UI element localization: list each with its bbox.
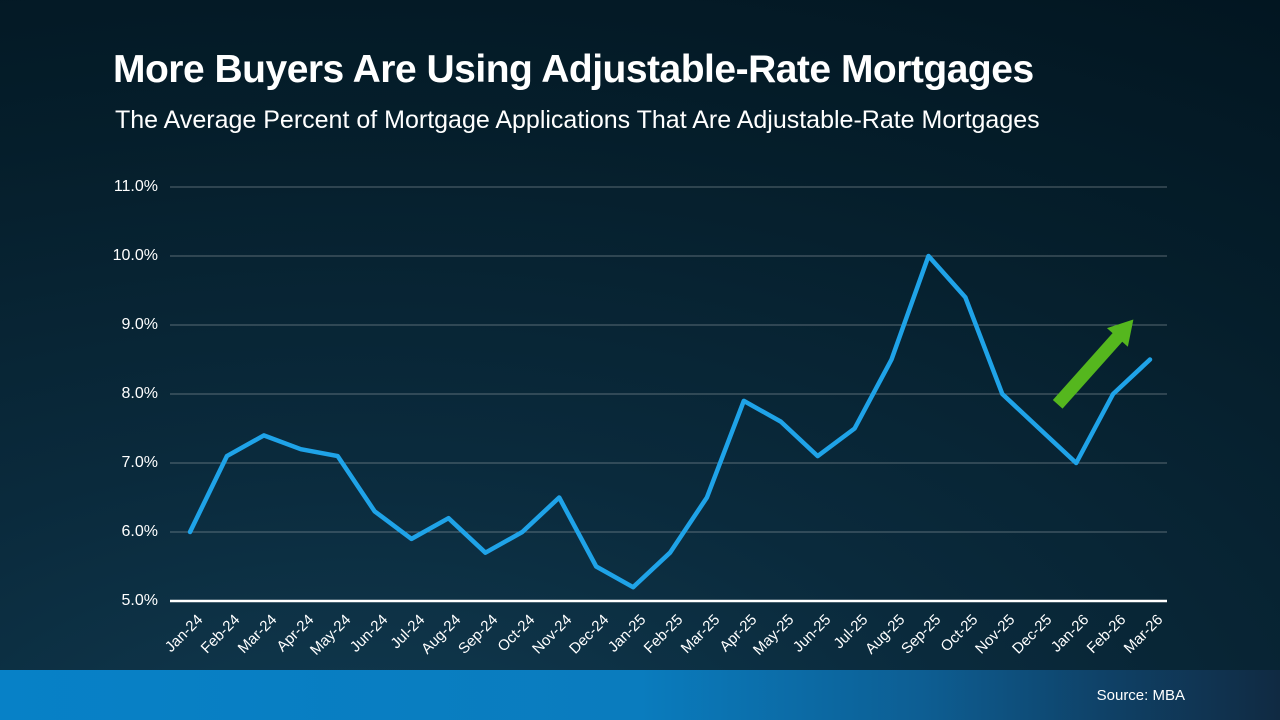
source-label: Source: MBA xyxy=(1096,686,1185,704)
y-axis-label: 11.0% xyxy=(113,178,158,195)
footer-bar: Source: MBA xyxy=(0,670,1280,720)
trend-arrow-shaft xyxy=(1052,330,1125,409)
chart-subtitle: The Average Percent of Mortgage Applicat… xyxy=(115,106,1040,134)
trend-arrow-head xyxy=(1106,319,1134,347)
y-axis-label: 6.0% xyxy=(121,523,158,540)
page-title: More Buyers Are Using Adjustable-Rate Mo… xyxy=(113,48,1034,91)
y-axis-label: 5.0% xyxy=(121,592,158,609)
y-axis-label: 7.0% xyxy=(121,454,158,471)
data-line xyxy=(187,253,1153,590)
y-axis-label: 8.0% xyxy=(121,385,158,402)
y-axis-label: 9.0% xyxy=(121,316,158,333)
y-axis-label: 10.0% xyxy=(112,247,158,264)
